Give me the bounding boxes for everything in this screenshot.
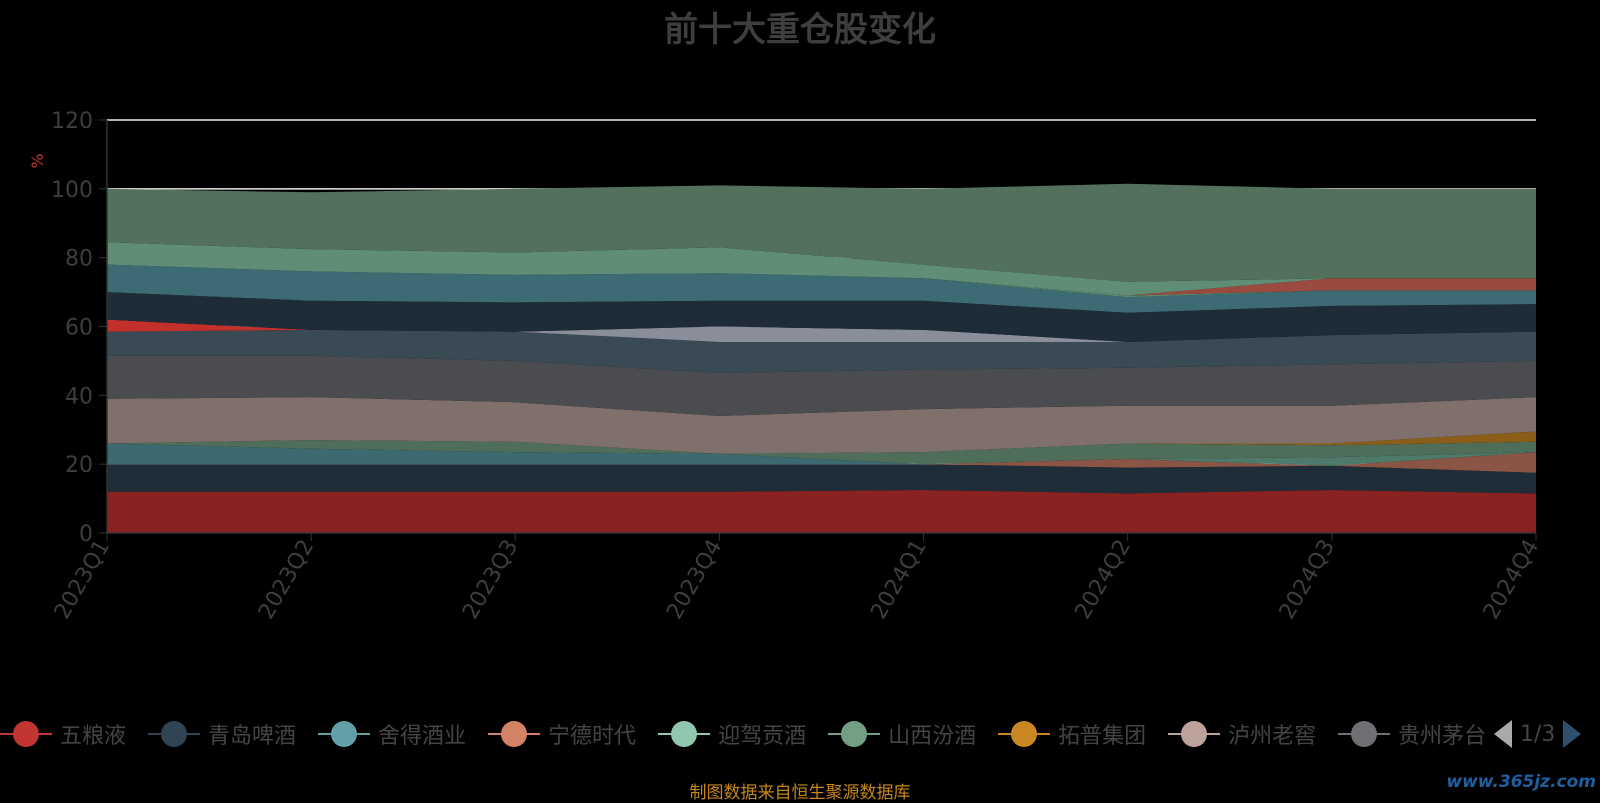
x-tick-label: 2023Q3: [458, 536, 523, 624]
source-note: 制图数据来自恒生聚源数据库: [689, 783, 911, 803]
legend-marker-icon: [1338, 721, 1391, 747]
legend-item[interactable]: 泸州老窖: [1168, 716, 1316, 752]
y-tick-label: 20: [65, 453, 93, 478]
area-series-11: [107, 326, 1536, 342]
legend-marker-icon: [0, 721, 52, 747]
y-tick-label: 60: [65, 316, 93, 341]
x-tick-label: 2023Q2: [254, 536, 319, 624]
legend-marker-icon: [488, 721, 541, 747]
legend-label: 青岛啤酒: [208, 724, 297, 749]
area-series-8: [107, 397, 1536, 454]
y-tick-label: 80: [65, 247, 93, 272]
y-tick-label: 0: [79, 522, 93, 547]
area-series-14: [107, 264, 1536, 313]
legend-item[interactable]: 宁德时代: [488, 716, 636, 752]
legend-label: 泸州老窖: [1228, 724, 1317, 749]
area-series-18: [107, 183, 1536, 282]
y-axis-unit-label: %: [28, 153, 47, 168]
x-tick-label: 2023Q1: [50, 536, 115, 624]
x-tick-label: 2023Q4: [662, 536, 727, 624]
area-series-5: [107, 443, 1536, 466]
chart-title: 前十大重仓股变化: [664, 10, 936, 50]
legend-label: 五粮液: [60, 724, 127, 749]
legend-prev-icon[interactable]: [1494, 720, 1512, 748]
legend-marker-icon: [148, 721, 201, 747]
watermark: www.365jz.com: [1446, 772, 1596, 792]
legend-item[interactable]: 拓普集团: [998, 716, 1146, 752]
x-tick-label: 2024Q1: [866, 536, 931, 624]
legend-page-info: 1/3: [1520, 721, 1556, 747]
legend-label: 宁德时代: [548, 724, 637, 749]
legend-marker-icon: [828, 721, 881, 747]
legend-label: 贵州茅台: [1398, 724, 1487, 749]
legend-marker-icon: [658, 721, 711, 747]
legend-pager: 1/3: [1494, 716, 1582, 752]
legend-label: 山西汾酒: [888, 724, 977, 749]
legend-item[interactable]: 五粮液: [0, 716, 126, 752]
area-series-17: [107, 242, 1536, 296]
x-tick-label: 2024Q2: [1071, 536, 1136, 624]
area-series-6: [107, 440, 1536, 465]
area-series-3: [107, 443, 1536, 473]
area-layer: [107, 183, 1536, 533]
legend-label: 舍得酒业: [378, 724, 467, 749]
legend-item[interactable]: 迎驾贡酒: [658, 716, 806, 752]
legend-marker-icon: [998, 721, 1051, 747]
area-series-10: [107, 329, 1536, 373]
legend-item[interactable]: 舍得酒业: [318, 716, 466, 752]
area-series-13: [107, 292, 1536, 342]
legend-item[interactable]: 山西汾酒: [828, 716, 976, 752]
y-tick-label: 40: [65, 384, 93, 409]
y-tick-label: 100: [51, 178, 93, 203]
area-series-9: [107, 355, 1536, 416]
legend: 五粮液 青岛啤酒 舍得酒业 宁德时代 迎驾贡酒 山西汾酒 拓普集团 泸州老窖 贵州茅台: [0, 716, 1500, 752]
x-tick-label: 2024Q4: [1479, 536, 1544, 624]
legend-item[interactable]: 贵州茅台: [1338, 716, 1486, 752]
y-tick-label: 120: [51, 109, 93, 134]
legend-marker-icon: [318, 721, 371, 747]
x-tick-label: 2024Q3: [1275, 536, 1340, 624]
legend-marker-icon: [1168, 721, 1221, 747]
legend-label: 拓普集团: [1058, 724, 1147, 749]
area-series-2: [107, 464, 1536, 494]
area-series-1: [107, 490, 1536, 533]
legend-next-icon[interactable]: [1563, 720, 1582, 748]
legend-item[interactable]: 青岛啤酒: [148, 716, 296, 752]
area-series-4: [107, 443, 1536, 473]
legend-label: 迎驾贡酒: [718, 724, 807, 749]
